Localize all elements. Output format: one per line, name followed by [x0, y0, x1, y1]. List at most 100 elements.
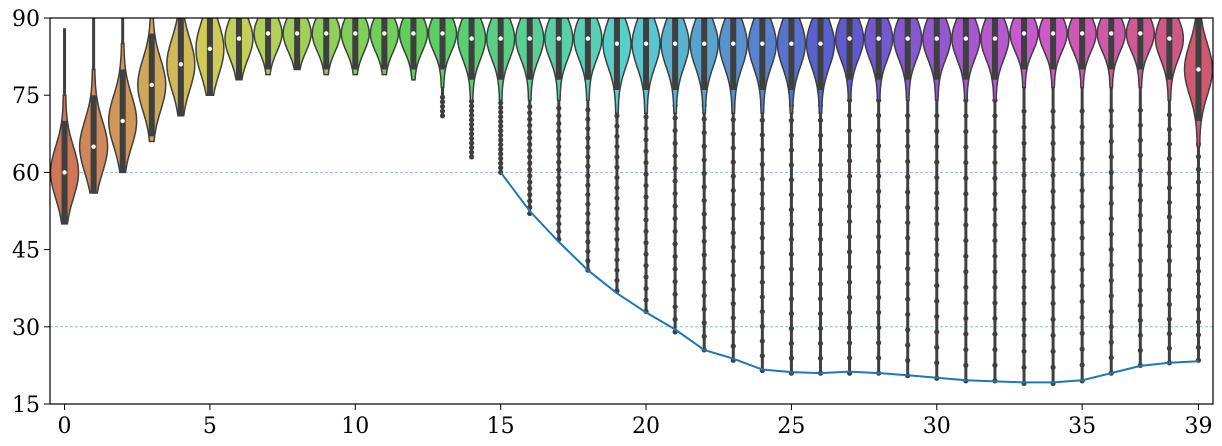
violin-point [817, 132, 824, 138]
violin [805, 18, 836, 376]
violin [398, 18, 429, 81]
violin-point [1050, 236, 1056, 242]
violin-point [498, 160, 504, 166]
violin-point [1108, 169, 1114, 175]
violin-point [1166, 301, 1172, 308]
violin-point [1166, 228, 1172, 235]
violin-point [556, 182, 562, 188]
violin-point [1195, 192, 1202, 198]
violin-point [759, 117, 765, 123]
violin-point [992, 160, 998, 166]
violin [951, 18, 981, 384]
violin-point [876, 158, 882, 164]
violin-point [963, 237, 969, 244]
violin [747, 18, 778, 374]
violin [1009, 18, 1039, 387]
violin [253, 18, 283, 76]
violin-point [1137, 137, 1143, 143]
violin-point [817, 206, 824, 213]
violin-point [817, 147, 824, 153]
violin-point [1108, 138, 1114, 145]
violin-point [963, 315, 969, 322]
violin-point [498, 123, 504, 129]
violin-point [992, 175, 998, 181]
violin-point [905, 204, 911, 211]
violin-point [585, 154, 591, 160]
violin-point [846, 158, 853, 164]
violin [78, 18, 109, 194]
violin-point [1166, 199, 1172, 206]
violin-point [1050, 316, 1056, 322]
violin-point [846, 249, 853, 255]
violin-point [1050, 268, 1056, 274]
violin [1096, 18, 1126, 376]
violin-point [905, 296, 911, 302]
violin-point [585, 182, 591, 188]
violin [1067, 18, 1097, 384]
violin-point [963, 191, 969, 197]
violin-point [1079, 330, 1085, 336]
violin-point [934, 174, 940, 181]
violin-point [468, 121, 475, 128]
violin-median [527, 36, 532, 41]
violin-median [760, 41, 765, 46]
violin-point [1050, 300, 1056, 306]
y-tick-label: 45 [12, 239, 40, 264]
violin-point [1021, 188, 1027, 194]
violin-median [382, 31, 387, 36]
violin-point [846, 112, 853, 119]
violin-point [585, 116, 591, 122]
violin-point [963, 300, 969, 306]
violin-point [1195, 281, 1202, 287]
violin [107, 18, 138, 174]
violin-point [1021, 364, 1027, 371]
violin-point [934, 236, 940, 242]
violin-point [759, 205, 765, 212]
violin-point [614, 257, 620, 263]
violin-point [468, 126, 475, 132]
violin-point [1108, 324, 1114, 330]
violin-point [905, 128, 911, 134]
violin-point [1108, 277, 1114, 284]
violin-point [1137, 242, 1143, 248]
violin-point [1137, 167, 1143, 173]
violin-point [759, 191, 765, 197]
violin-point [701, 157, 707, 163]
violin-median [324, 31, 329, 36]
violin-point [934, 360, 940, 366]
violin-point [1166, 287, 1172, 293]
violin-median [672, 41, 678, 46]
violin-point [788, 132, 795, 138]
violin [195, 18, 225, 96]
violin-point [934, 252, 940, 258]
violin [282, 18, 312, 71]
violin-point [759, 250, 765, 256]
violin-point [1195, 294, 1202, 300]
violin-point [963, 284, 969, 290]
violin-point [788, 206, 795, 213]
violin-point [1137, 122, 1143, 128]
violin [689, 18, 719, 353]
violin-point [934, 190, 940, 196]
violin-point [643, 263, 649, 269]
violin-point [1137, 317, 1143, 323]
plot-frame [49, 17, 1214, 405]
violin-point [730, 187, 736, 194]
violin-point [556, 136, 562, 142]
violin-point [672, 291, 678, 297]
violin-point [527, 160, 533, 166]
violin [893, 18, 923, 379]
violin-point [992, 237, 998, 244]
violin-median [876, 36, 881, 41]
violin-point [672, 190, 678, 197]
violin-point [876, 249, 882, 255]
violin-point [701, 197, 707, 204]
violin-point [992, 300, 998, 306]
violin-point [1108, 123, 1114, 129]
violin-point [934, 113, 940, 119]
violin-point [992, 269, 998, 275]
violin-point [992, 362, 998, 368]
violin-point [1021, 300, 1027, 306]
violin-point [1021, 108, 1027, 114]
violin-point [934, 159, 940, 165]
